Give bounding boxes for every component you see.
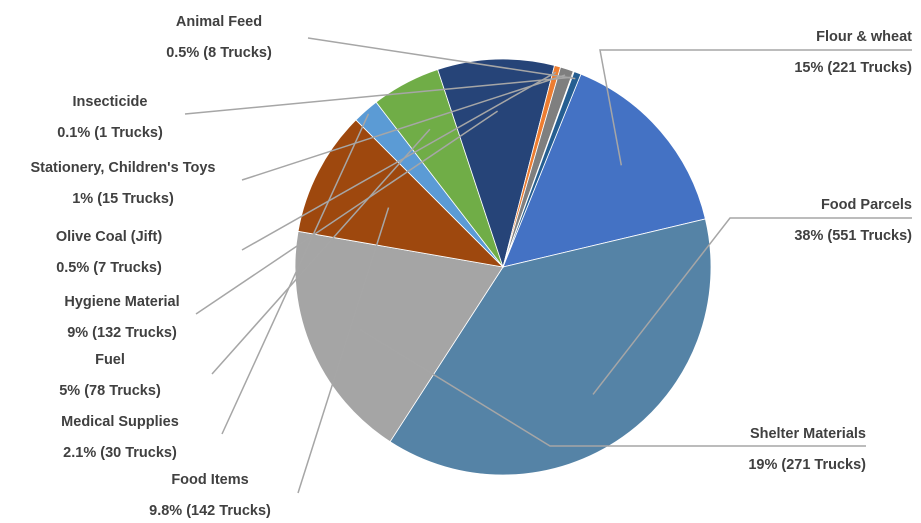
slice-category-label: Stationery, Children's Toys [30,160,215,176]
slice-value-label: 2.1% (30 Trucks) [63,445,177,461]
slice-value-label: 1% (15 Trucks) [72,191,174,207]
slice-value-label: 5% (78 Trucks) [59,383,161,399]
slice-category-label: Animal Feed [176,14,262,30]
pie-slice-hygiene-material [437,58,555,269]
leader-line-shelter-materials [359,328,866,447]
slice-value-label: 38% (551 Trucks) [794,228,912,244]
slice-category-label: Olive Coal (Jift) [56,229,163,245]
slice-value-label: 19% (271 Trucks) [748,457,866,473]
slice-value-label: 0.5% (8 Trucks) [166,45,272,61]
slice-category-label: Insecticide [73,94,148,110]
leader-line-hygiene-material [195,110,499,315]
leader-line-stationery-children-s-toys [241,74,566,181]
leader-line-food-parcels [592,217,912,395]
slice-value-label: 9.8% (142 Trucks) [149,503,271,518]
pie-slice-animal-feed [502,71,582,268]
pie-slice-flour-wheat [502,73,706,268]
slice-category-label: Hygiene Material [64,294,179,310]
slice-value-label: 9% (132 Trucks) [67,325,177,341]
leader-line-olive-coal-jift [241,71,557,251]
leader-line-fuel [211,128,431,375]
slice-value-label: 0.5% (7 Trucks) [56,260,162,276]
pie-slice-food-parcels [389,218,712,476]
leader-line-flour-wheat [599,49,912,166]
leader-line-animal-feed [307,37,576,80]
slice-category-label: Shelter Materials [750,426,866,442]
leader-lines [184,37,912,494]
slice-category-label: Food Items [171,472,248,488]
slice-value-label: 15% (221 Trucks) [794,60,912,76]
slice-category-label: Fuel [95,352,125,368]
slice-category-label: Food Parcels [821,197,912,213]
leader-line-food-items [297,207,390,494]
leader-line-medical-supplies [221,113,370,435]
slice-labels: Flour & wheat 15% (221 Trucks) Food Parcel… [30,14,912,519]
slice-category-label: Flour & wheat [816,29,912,45]
pie-slice-shelter-materials [294,230,504,443]
slice-category-label: Medical Supplies [61,414,179,430]
slice-value-label: 0.1% (1 Trucks) [57,125,163,141]
pie-slices [294,58,712,476]
leader-line-insecticide [184,76,572,115]
